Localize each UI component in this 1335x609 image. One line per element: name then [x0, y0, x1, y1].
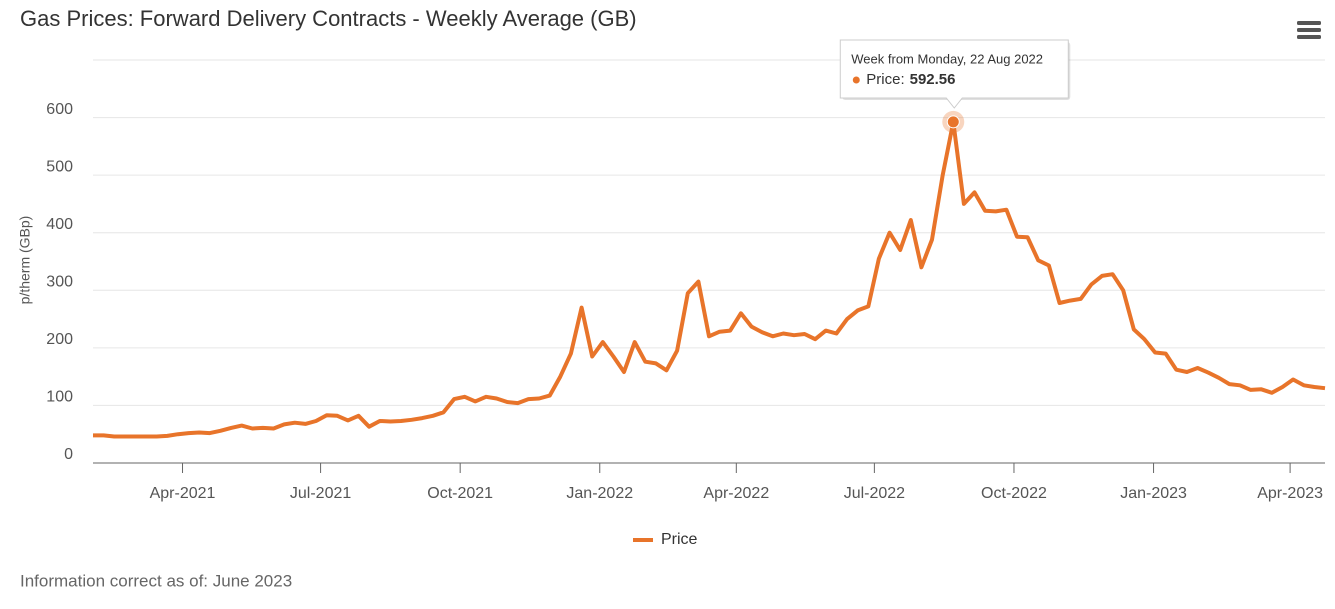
footer: Information correct as of: June 2023 [20, 571, 292, 590]
y-tick-label: 400 [46, 216, 73, 233]
y-tick-label: 200 [46, 331, 73, 348]
y-tick-label: 600 [46, 101, 73, 118]
x-tick-label: Jul-2021 [290, 485, 351, 502]
x-tick-label: Jan-2022 [566, 485, 633, 502]
tooltip-label: Price: [866, 71, 904, 88]
tooltip: Week from Monday, 22 Aug 2022 Price: 592.5… [839, 39, 1071, 109]
menu-bar[interactable] [1297, 28, 1321, 32]
x-tick-label: Apr-2022 [703, 485, 769, 502]
x-tick-label: Oct-2021 [427, 485, 493, 502]
y-tick-label: 500 [46, 158, 73, 175]
menu-bar[interactable] [1297, 35, 1321, 39]
hover-marker [946, 115, 960, 129]
menu-button[interactable] [1297, 21, 1321, 39]
legend: Price [633, 531, 698, 548]
y-tick-label: 100 [46, 389, 73, 406]
tooltip-header: Week from Monday, 22 Aug 2022 [851, 51, 1043, 66]
x-tick-label: Jan-2023 [1120, 485, 1187, 502]
x-tick-label: Apr-2021 [150, 485, 216, 502]
y-tick-label: 300 [46, 274, 73, 291]
menu-bar[interactable] [1297, 21, 1321, 25]
tooltip-line: Price: 592.56 [866, 71, 955, 88]
x-tick-label: Apr-2023 [1257, 485, 1323, 502]
x-tick-label: Oct-2022 [981, 485, 1047, 502]
tooltip-dot [852, 76, 860, 84]
y-axis-label: p/therm (GBp) [17, 216, 33, 305]
chart-title: Gas Prices: Forward Delivery Contracts -… [20, 6, 637, 31]
y-tick-label: 0 [64, 446, 73, 463]
tooltip-box [839, 39, 1069, 109]
x-tick-label: Jul-2022 [844, 485, 905, 502]
legend-label: Price [661, 531, 698, 548]
price-line [93, 119, 1326, 439]
tooltip-value: 592.56 [910, 71, 956, 88]
